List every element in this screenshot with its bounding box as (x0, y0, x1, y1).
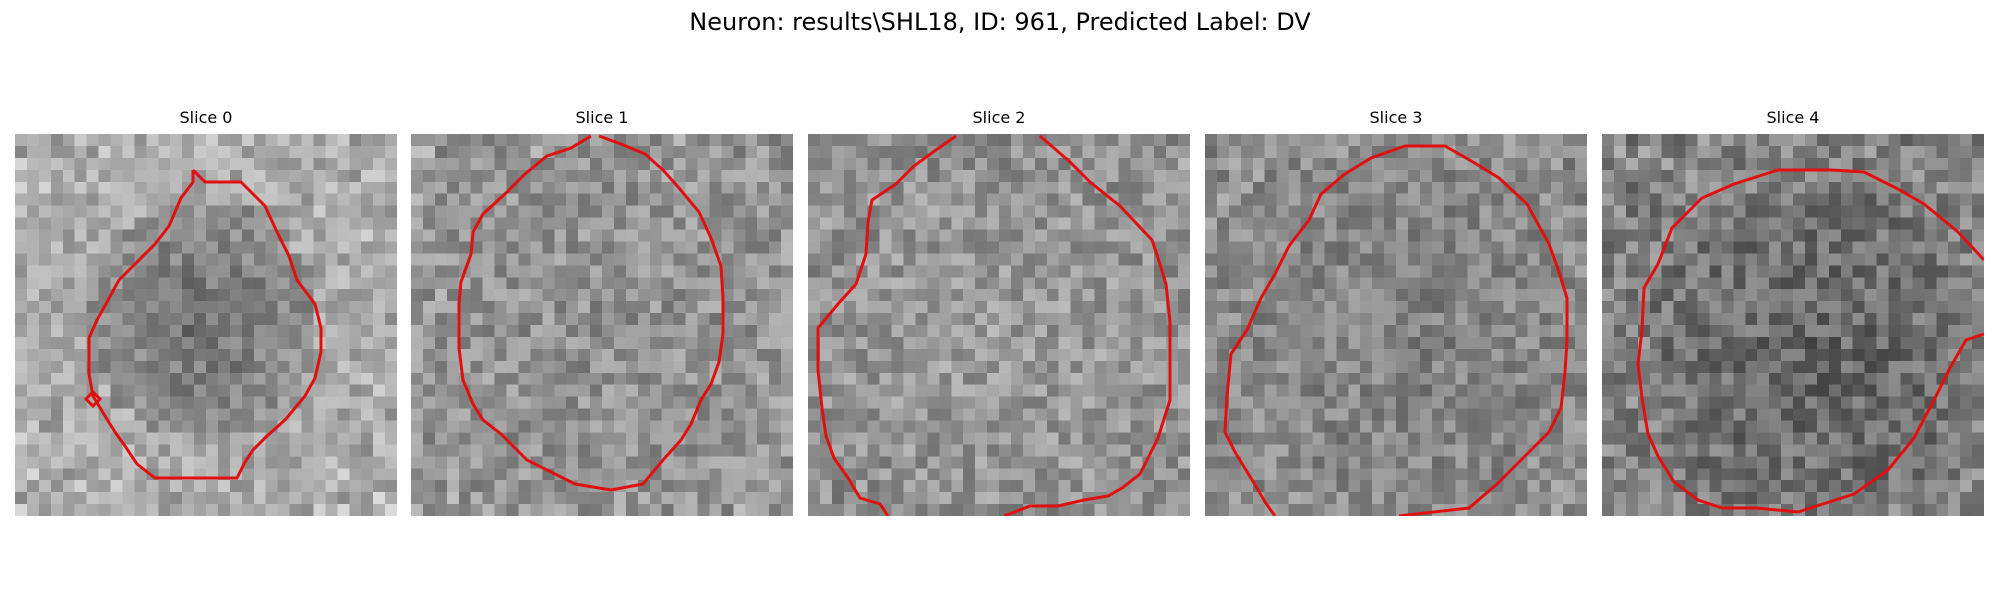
slice-image-4 (1602, 134, 1984, 516)
slice-title-2: Slice 2 (972, 108, 1026, 127)
slice-image-3 (1205, 134, 1587, 516)
roi-contour-4 (1636, 168, 1984, 514)
slice-image-0 (15, 134, 397, 516)
figure-title: Neuron: results\SHL18, ID: 961, Predicte… (689, 8, 1311, 36)
roi-contour-2 (816, 134, 1172, 516)
roi-contour-0 (83, 168, 323, 480)
slice-panel-3 (1205, 134, 1587, 516)
slice-image-1 (411, 134, 793, 516)
slice-title-3: Slice 3 (1369, 108, 1423, 127)
slice-panel-0 (15, 134, 397, 516)
slice-image-2 (808, 134, 1190, 516)
slice-panel-1 (411, 134, 793, 516)
roi-contour-3 (1223, 144, 1569, 516)
slice-panel-4 (1602, 134, 1984, 516)
slice-panel-2 (808, 134, 1190, 516)
slice-title-1: Slice 1 (575, 108, 629, 127)
slice-title-4: Slice 4 (1766, 108, 1820, 127)
roi-contour-1 (457, 134, 725, 492)
slice-title-0: Slice 0 (179, 108, 233, 127)
